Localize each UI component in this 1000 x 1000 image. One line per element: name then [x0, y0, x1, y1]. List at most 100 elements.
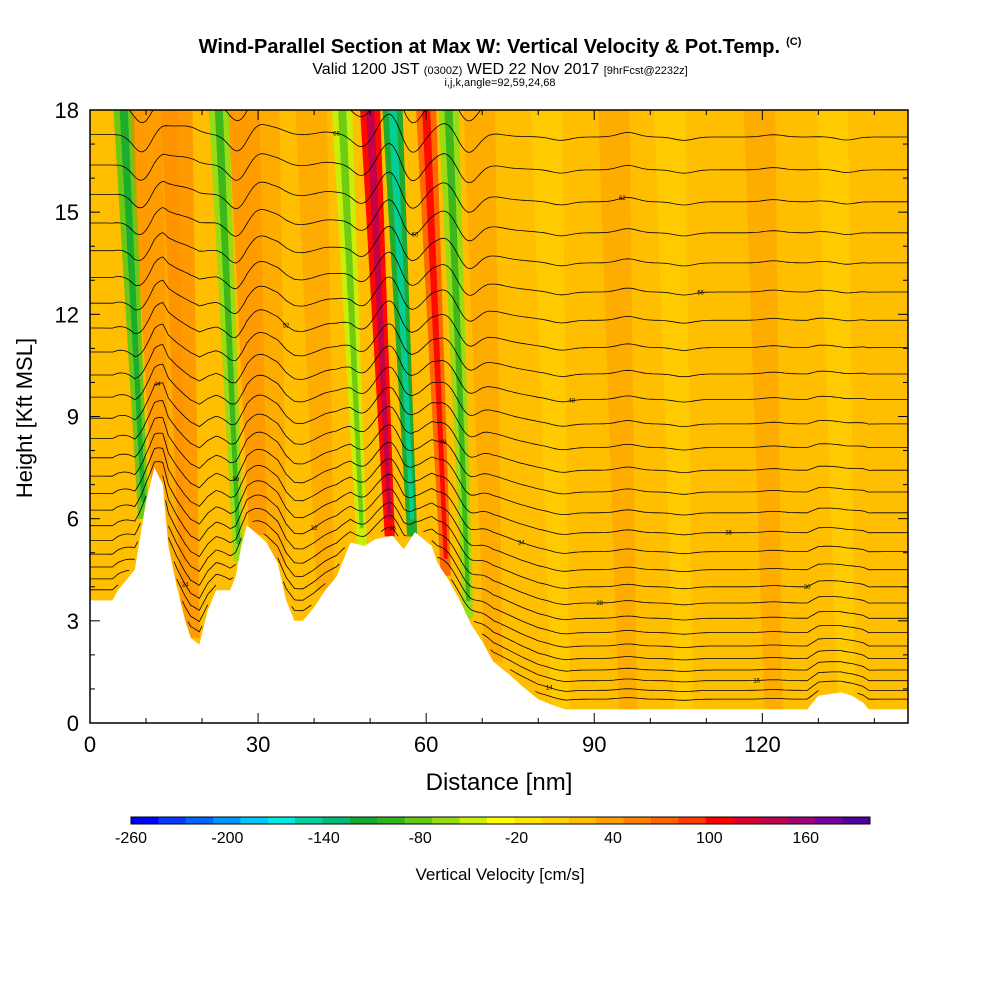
theta-contour-line [90, 344, 908, 403]
colorbar-swatch [541, 817, 570, 824]
velocity-band-core [338, 110, 364, 529]
colorbar-tick-label: -200 [211, 830, 243, 847]
velocity-band-core [388, 110, 415, 520]
y-tick-label: 3 [67, 609, 79, 634]
theta-contour-label: 28 [596, 601, 603, 607]
x-tick-label: 120 [744, 732, 781, 757]
colorbar-swatch [295, 817, 324, 824]
valid-utc: (0300Z) [423, 65, 463, 77]
colorbar-swatch [514, 817, 543, 824]
theta-contour-label: 66 [333, 131, 340, 137]
valid-prefix: Valid 1200 JST [312, 61, 420, 78]
theta-contour-label: 68 [540, 102, 547, 108]
colorbar-swatch [213, 817, 241, 824]
theta-contour-label: 34 [518, 541, 525, 547]
theta-contour-label: 62 [619, 196, 626, 202]
colorbar-swatch [158, 817, 187, 824]
velocity-band [743, 110, 783, 710]
y-tick-label: 15 [55, 200, 79, 225]
chart-title-text: Wind-Parallel Section at Max W: Vertical… [198, 36, 781, 58]
velocity-band-core [366, 110, 392, 520]
colorbar-swatch [459, 817, 488, 824]
theta-contour-line [90, 461, 908, 555]
theta-contour-label: 32 [311, 526, 318, 532]
colorbar-swatch [404, 817, 433, 824]
colorbar-swatch [596, 817, 625, 824]
theta-contour-line [90, 363, 908, 427]
theta-contour-line [90, 276, 908, 324]
y-tick-label: 18 [55, 98, 79, 123]
theta-contour-line [90, 578, 908, 648]
theta-contour-line [510, 669, 908, 693]
colorbar-swatch [787, 817, 816, 824]
theta-contour-line [535, 690, 908, 701]
theta-contour-line [90, 500, 908, 590]
velocity-band-core [444, 110, 471, 602]
velocity-band-core [119, 110, 146, 502]
colorbar-swatch [760, 817, 789, 824]
theta-contour-line [90, 514, 908, 606]
theta-contour-line [90, 382, 908, 451]
y-tick-label: 9 [67, 405, 79, 430]
theta-contour-label: 48 [568, 399, 575, 405]
theta-contour-line [90, 432, 908, 516]
theta-contour-line [90, 143, 908, 184]
colorbar-swatch [240, 817, 269, 824]
theta-contour-line [90, 323, 908, 378]
colorbar-swatch [815, 817, 844, 824]
theta-contour-label: 56 [697, 291, 704, 297]
colorbar-swatch [350, 817, 378, 824]
theta-contours: 14 16 24 26 28 30 32 34 36 38 40 44 48 52 56 60 62 66 68 [90, 102, 908, 701]
theta-contour-line [182, 600, 908, 661]
velocity-band [161, 110, 200, 638]
colorbar-frame [130, 816, 871, 825]
terrain-mask [90, 467, 908, 723]
theta-contour-label: 52 [283, 323, 290, 329]
colorbar-swatch [322, 817, 351, 824]
colorbar-tick-label: 160 [792, 830, 819, 847]
chart-params: i,j,k,angle=92,59,24,68 [444, 77, 556, 89]
theta-contour-line [90, 300, 908, 351]
x-tick-label: 0 [84, 732, 96, 757]
colorbar-swatch [377, 817, 406, 824]
colorbar-tick-label: -140 [308, 830, 340, 847]
theta-contour-line [90, 416, 908, 495]
theta-contour-line [90, 199, 908, 242]
theta-contour-label: 36 [725, 531, 732, 537]
velocity-band [598, 110, 637, 710]
theta-contour-line [90, 475, 908, 572]
colorbar-tick-label: -80 [409, 830, 432, 847]
velocity-band-core [214, 110, 241, 545]
colorbar-swatch [486, 817, 515, 824]
theta-contour-line [90, 113, 908, 153]
theta-contour-label: 38 [232, 477, 239, 483]
theta-contour-label: 40 [440, 440, 447, 446]
theta-contour-label: 14 [546, 686, 553, 692]
colorbar-swatch [733, 817, 761, 824]
theta-contour-line [90, 556, 908, 635]
theta-contour-label: 24 [182, 583, 189, 589]
x-axis-label: Distance [nm] [426, 769, 573, 796]
velocity-bands [113, 110, 856, 710]
x-tick-label: 90 [582, 732, 606, 757]
colorbar-tick-label: 100 [696, 830, 723, 847]
theta-contour-line [90, 251, 908, 296]
copyright-mark: (C) [786, 36, 802, 49]
chart-subtitle: Valid 1200 JST (0300Z) WED 22 Nov 2017 [… [0, 61, 1000, 79]
theta-contour-line [187, 621, 908, 672]
colorbar: -260 -200 -140 -80 -20 40 100 160 [115, 816, 871, 847]
colorbar-swatch [432, 817, 460, 824]
velocity-band [654, 110, 693, 710]
y-tick-label: 6 [67, 507, 79, 532]
velocity-band-core [422, 110, 448, 559]
theta-contour-label: 60 [412, 232, 419, 238]
x-tick-label: 30 [246, 732, 270, 757]
theta-contour-line [90, 447, 908, 536]
theta-contour-line [128, 110, 482, 124]
theta-contour-line [490, 649, 908, 683]
x-tick-label: 60 [414, 732, 438, 757]
colorbar-tick-label: -260 [115, 830, 147, 847]
theta-contour-line [90, 171, 908, 213]
